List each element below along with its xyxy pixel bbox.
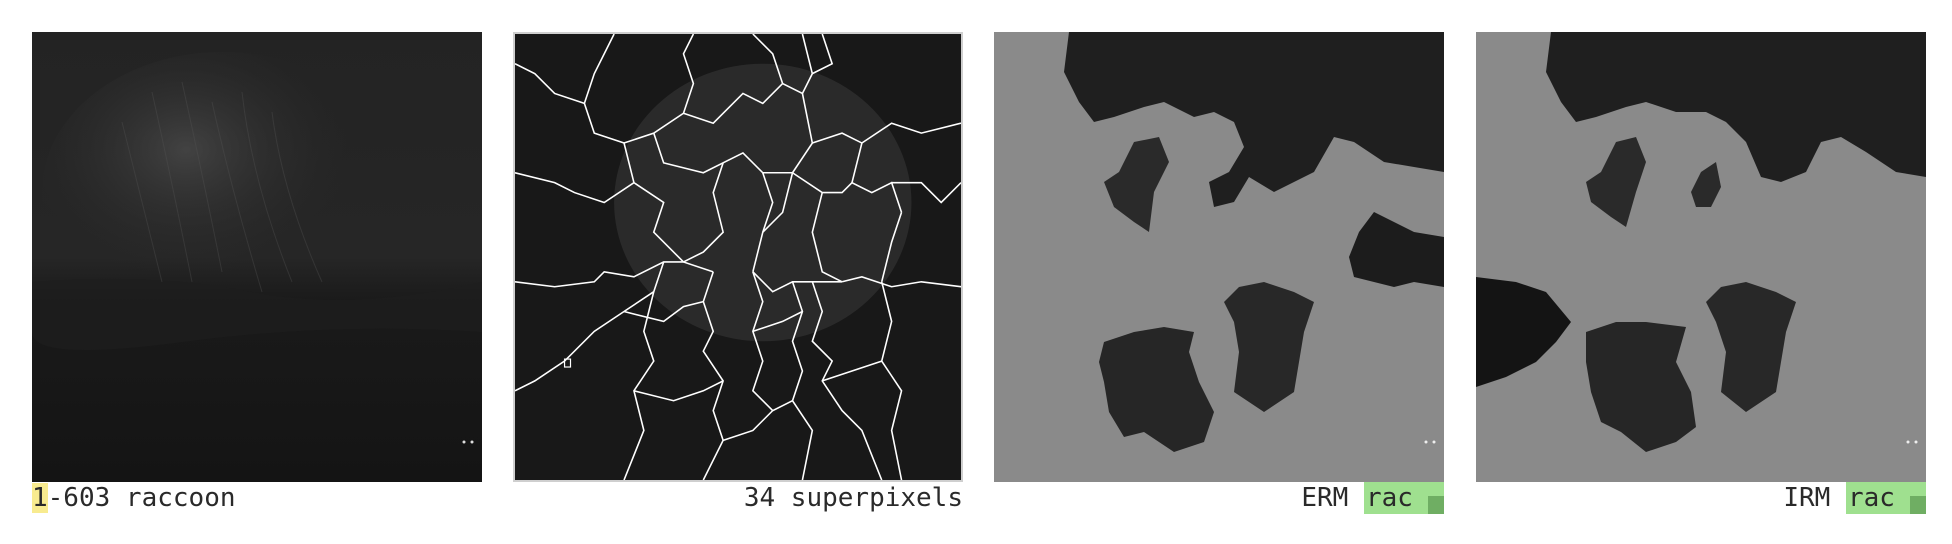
erm-mask-image — [994, 32, 1444, 482]
image-index-highlight: 1 — [32, 483, 48, 513]
erm-prediction-label: rac — [1366, 483, 1413, 513]
irm-label: IRM — [1783, 483, 1831, 513]
irm-caption: IRM rac — [1476, 482, 1926, 514]
erm-prediction-badge: rac — [1364, 482, 1444, 514]
erm-confidence-bar — [1428, 496, 1444, 514]
irm-prediction-label: rac — [1848, 483, 1895, 513]
irm-confidence-bar — [1910, 496, 1926, 514]
superpixel-image — [513, 32, 963, 482]
irm-prediction-badge: rac — [1846, 482, 1926, 514]
original-caption: 1-603 raccoon — [32, 482, 236, 514]
erm-caption: ERM rac — [994, 482, 1444, 514]
image-id-label: -603 raccoon — [47, 483, 236, 513]
erm-label: ERM — [1301, 483, 1349, 513]
irm-mask-image — [1476, 32, 1926, 482]
original-image — [32, 32, 482, 482]
superpixel-caption: 34 superpixels — [743, 483, 963, 513]
